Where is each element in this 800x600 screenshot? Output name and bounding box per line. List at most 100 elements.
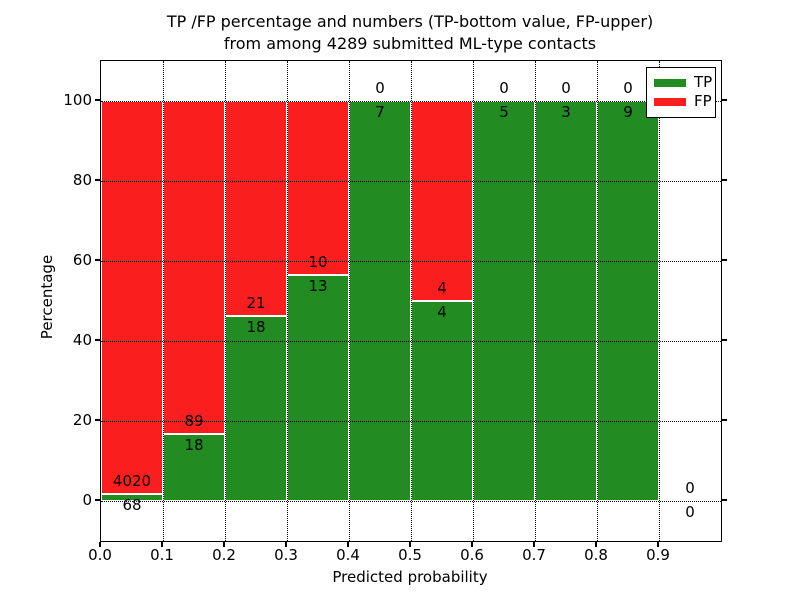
fp-count-label-7: 0 xyxy=(561,79,571,97)
fp-count-label-0: 4020 xyxy=(112,472,152,491)
bar-segment-fp-1 xyxy=(163,101,225,434)
gridline-x-0.7 xyxy=(534,61,536,541)
gridline-x-0.2 xyxy=(224,61,226,541)
y-tick-right-80 xyxy=(721,179,727,181)
y-tick-right-100 xyxy=(721,99,727,101)
fp-count-label-1: 89 xyxy=(184,411,204,430)
bar-segment-fp-3 xyxy=(287,101,349,275)
y-tick-label-60: 60 xyxy=(72,251,92,269)
x-tick-0.4 xyxy=(347,541,349,547)
fp-count-label-3: 10 xyxy=(308,252,328,271)
tp-count-label-9: 0 xyxy=(685,503,695,521)
x-tick-label-0.3: 0.3 xyxy=(274,546,298,564)
tp-count-label-7: 3 xyxy=(561,103,571,121)
bar-segment-fp-2 xyxy=(225,101,287,317)
gridline-y-0 xyxy=(101,500,721,502)
y-tick-right-40 xyxy=(721,339,727,341)
legend-label-fp: FP xyxy=(694,92,712,110)
fp-count-label-8: 0 xyxy=(623,79,633,97)
x-tick-0.0 xyxy=(99,541,101,547)
x-tick-label-0.9: 0.9 xyxy=(646,546,670,564)
x-tick-label-0.1: 0.1 xyxy=(150,546,174,564)
gridline-y-100 xyxy=(101,100,721,102)
x-tick-label-0.0: 0.0 xyxy=(88,546,112,564)
plot-area: 4020 68 89 18 21 18 10 13 0 7 4 4 0 5 0 3 0 9 0 0 xyxy=(100,60,722,542)
fp-count-label-9: 0 xyxy=(685,479,695,497)
y-tick-label-20: 20 xyxy=(72,411,92,429)
y-tick-label-80: 80 xyxy=(72,171,92,189)
legend: TP FP xyxy=(646,67,716,118)
gridline-y-60 xyxy=(101,260,721,262)
x-tick-label-0.7: 0.7 xyxy=(522,546,546,564)
x-tick-label-0.6: 0.6 xyxy=(460,546,484,564)
tp-count-label-2: 18 xyxy=(246,318,266,337)
y-tick-right-0 xyxy=(721,499,727,501)
fp-count-label-4: 0 xyxy=(375,79,385,97)
y-tick-left-80 xyxy=(94,179,100,181)
chart-title-line2: from among 4289 submitted ML-type contac… xyxy=(223,34,597,53)
y-tick-left-100 xyxy=(94,99,100,101)
gridline-x-0.5 xyxy=(410,61,412,541)
y-tick-right-20 xyxy=(721,419,727,421)
x-tick-0.3 xyxy=(285,541,287,547)
gridline-x-0.8 xyxy=(596,61,598,541)
fp-color-swatch xyxy=(654,97,686,106)
x-tick-0.8 xyxy=(595,541,597,547)
legend-entry-tp: TP xyxy=(654,73,712,92)
y-tick-right-60 xyxy=(721,259,727,261)
tp-count-label-6: 5 xyxy=(499,103,509,121)
bar-segment-tp-4 xyxy=(349,101,411,501)
tp-count-label-4: 7 xyxy=(375,103,385,121)
bar-segment-tp-3 xyxy=(287,274,349,501)
legend-label-tp: TP xyxy=(694,73,713,91)
gridline-y-80 xyxy=(101,180,721,182)
x-tick-label-0.4: 0.4 xyxy=(336,546,360,564)
gridline-x-0.4 xyxy=(348,61,350,541)
fp-count-label-2: 21 xyxy=(246,294,266,313)
bar-segment-tp-8 xyxy=(597,101,659,501)
x-tick-0.2 xyxy=(223,541,225,547)
fp-count-label-6: 0 xyxy=(499,79,509,97)
chart-title: TP /FP percentage and numbers (TP-bottom… xyxy=(100,11,720,55)
bar-segment-tp-7 xyxy=(535,101,597,501)
y-axis-label: Percentage xyxy=(38,254,56,340)
gridline-y-40 xyxy=(101,340,721,342)
bar-segment-tp-5 xyxy=(411,301,473,501)
x-axis-label: Predicted probability xyxy=(332,568,488,586)
y-tick-left-20 xyxy=(94,419,100,421)
x-tick-0.1 xyxy=(161,541,163,547)
y-tick-label-40: 40 xyxy=(72,331,92,349)
x-tick-label-0.5: 0.5 xyxy=(398,546,422,564)
gridline-x-0.1 xyxy=(162,61,164,541)
y-tick-left-60 xyxy=(94,259,100,261)
bar-segment-fp-5 xyxy=(411,101,473,301)
y-tick-left-40 xyxy=(94,339,100,341)
y-tick-label-0: 0 xyxy=(82,491,92,509)
bar-segment-tp-6 xyxy=(473,101,535,501)
fp-count-label-5: 4 xyxy=(437,279,447,297)
tp-count-label-1: 18 xyxy=(184,435,204,454)
chart-title-line1: TP /FP percentage and numbers (TP-bottom… xyxy=(166,12,654,31)
gridline-y-20 xyxy=(101,420,721,422)
y-tick-label-100: 100 xyxy=(63,91,92,109)
y-tick-left-0 xyxy=(94,499,100,501)
x-tick-label-0.2: 0.2 xyxy=(212,546,236,564)
legend-entry-fp: FP xyxy=(654,92,712,111)
tp-color-swatch xyxy=(654,78,686,87)
x-tick-0.9 xyxy=(657,541,659,547)
tp-count-label-3: 13 xyxy=(308,276,328,295)
tp-count-label-5: 4 xyxy=(437,303,447,321)
tp-count-label-8: 9 xyxy=(623,103,633,121)
x-tick-0.6 xyxy=(471,541,473,547)
tp-count-label-0: 68 xyxy=(122,496,142,515)
gridline-x-0.9 xyxy=(658,61,660,541)
x-tick-0.5 xyxy=(409,541,411,547)
bar-segment-tp-2 xyxy=(225,316,287,501)
bar-segment-fp-0 xyxy=(101,101,163,495)
gridline-x-0.3 xyxy=(286,61,288,541)
gridline-x-0.6 xyxy=(472,61,474,541)
x-tick-label-0.8: 0.8 xyxy=(584,546,608,564)
x-tick-0.7 xyxy=(533,541,535,547)
bar-segment-tp-1 xyxy=(163,433,225,501)
